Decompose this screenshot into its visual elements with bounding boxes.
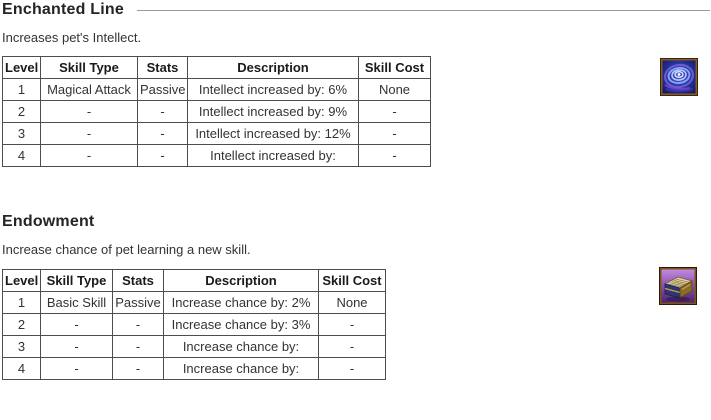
section-title-endowment: Endowment <box>2 213 95 230</box>
column-header-stats: Stats <box>112 269 164 292</box>
table-cell: - <box>40 100 138 123</box>
table-row: 4 - - Intellect increased by: - <box>2 144 431 167</box>
table-row: 2 - - Intellect increased by: 9% - <box>2 100 431 123</box>
table-cell: 3 <box>2 122 41 145</box>
table-cell: - <box>40 357 113 380</box>
table-cell: - <box>112 313 164 336</box>
table-cell: - <box>137 144 188 167</box>
table-row: 1 Basic Skill Passive Increase chance by… <box>2 291 386 314</box>
column-header-level: Level <box>2 56 41 79</box>
table-header-row: Level Skill Type Stats Description Skill… <box>2 269 386 292</box>
column-header-skill-cost: Skill Cost <box>318 269 386 292</box>
table-cell: Magical Attack <box>40 78 138 101</box>
table-cell: Increase chance by: <box>163 357 319 380</box>
table-row: 2 - - Increase chance by: 3% - <box>2 313 386 336</box>
table-cell: 1 <box>2 78 41 101</box>
table-row: 3 - - Intellect increased by: 12% - <box>2 122 431 145</box>
table-cell: 4 <box>2 357 41 380</box>
table-cell: - <box>137 122 188 145</box>
table-cell: Intellect increased by: <box>187 144 359 167</box>
column-header-level: Level <box>2 269 41 292</box>
table-cell: Intellect increased by: 12% <box>187 122 359 145</box>
table-header-row: Level Skill Type Stats Description Skill… <box>2 56 431 79</box>
table-cell: 2 <box>2 100 41 123</box>
table-cell: - <box>137 100 188 123</box>
table-cell: None <box>318 291 386 314</box>
column-header-stats: Stats <box>137 56 188 79</box>
table-row: 4 - - Increase chance by: - <box>2 357 386 380</box>
column-header-skill-type: Skill Type <box>40 56 138 79</box>
table-row: 3 - - Increase chance by: - <box>2 335 386 358</box>
table-cell: - <box>358 144 431 167</box>
treasure-chest-icon[interactable] <box>659 267 697 305</box>
column-header-description: Description <box>187 56 359 79</box>
table-cell: Intellect increased by: 6% <box>187 78 359 101</box>
table-row: 1 Magical Attack Passive Intellect incre… <box>2 78 431 101</box>
table-cell: 2 <box>2 313 41 336</box>
table-cell: Increase chance by: 3% <box>163 313 319 336</box>
magic-swirl-icon[interactable] <box>660 58 698 96</box>
table-cell: 1 <box>2 291 41 314</box>
table-cell: Basic Skill <box>40 291 113 314</box>
table-cell: - <box>40 335 113 358</box>
table-cell: - <box>112 357 164 380</box>
section-title-enchanted-line: Enchanted Line <box>2 1 124 18</box>
table-cell: - <box>40 144 138 167</box>
table-cell: None <box>358 78 431 101</box>
table-cell: - <box>358 122 431 145</box>
table-cell: Passive <box>137 78 188 101</box>
endowment-skill-table: Level Skill Type Stats Description Skill… <box>2 269 386 380</box>
table-cell: 3 <box>2 335 41 358</box>
column-header-skill-type: Skill Type <box>40 269 113 292</box>
table-cell: - <box>318 335 386 358</box>
enchanted-line-skill-table: Level Skill Type Stats Description Skill… <box>2 56 431 167</box>
table-cell: Increase chance by: 2% <box>163 291 319 314</box>
column-header-description: Description <box>163 269 319 292</box>
table-cell: - <box>358 100 431 123</box>
table-cell: - <box>40 122 138 145</box>
column-header-skill-cost: Skill Cost <box>358 56 431 79</box>
table-cell: - <box>318 357 386 380</box>
section-divider-line <box>137 10 710 11</box>
table-cell: Passive <box>112 291 164 314</box>
section-description: Increases pet's Intellect. <box>2 30 142 45</box>
table-cell: - <box>318 313 386 336</box>
table-cell: 4 <box>2 144 41 167</box>
table-cell: Increase chance by: <box>163 335 319 358</box>
table-cell: - <box>40 313 113 336</box>
table-cell: Intellect increased by: 9% <box>187 100 359 123</box>
table-cell: - <box>112 335 164 358</box>
section-description: Increase chance of pet learning a new sk… <box>2 242 251 257</box>
